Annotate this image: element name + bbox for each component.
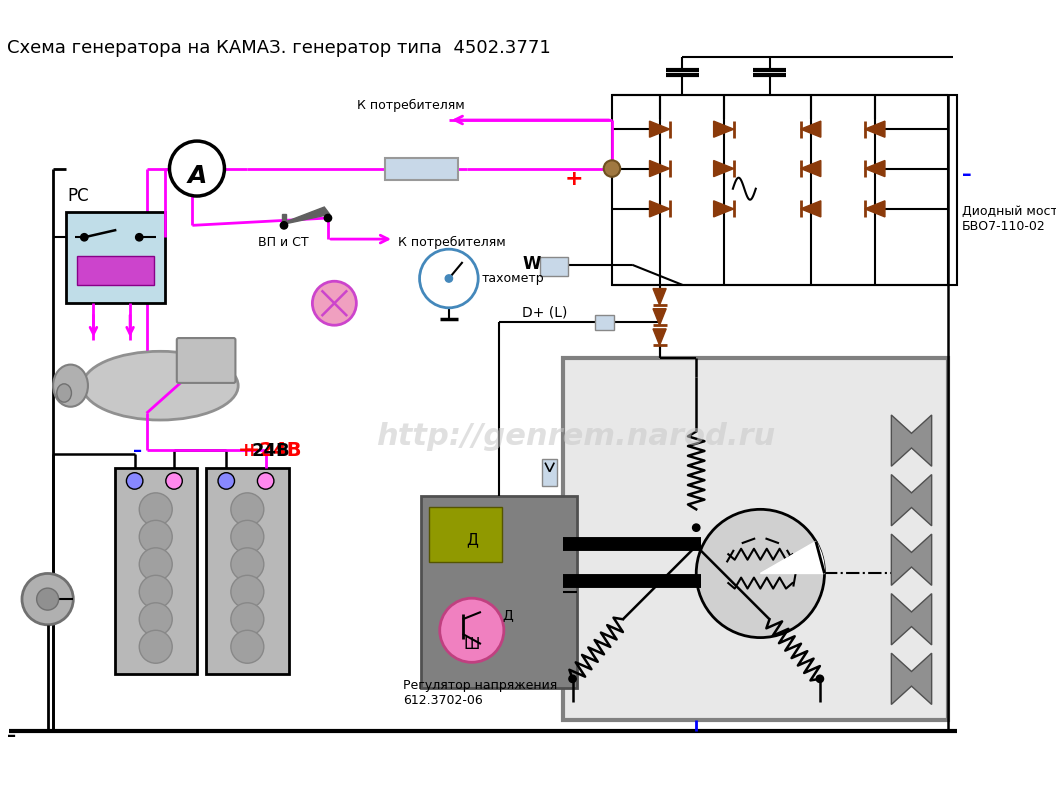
Text: Ш: Ш (464, 637, 479, 652)
Circle shape (169, 141, 225, 196)
FancyBboxPatch shape (541, 258, 568, 276)
Circle shape (139, 548, 172, 581)
Polygon shape (649, 121, 670, 138)
Text: К потребителям: К потребителям (357, 99, 465, 112)
Text: РС: РС (68, 186, 90, 204)
Polygon shape (891, 593, 931, 645)
Text: –: – (962, 164, 972, 184)
Circle shape (37, 588, 59, 610)
Circle shape (22, 574, 73, 625)
FancyBboxPatch shape (176, 338, 235, 383)
Polygon shape (800, 121, 821, 138)
Text: Схема генератора на КАМАЗ. генератор типа  4502.3771: Схема генератора на КАМАЗ. генератор тип… (7, 39, 551, 57)
Text: A: A (187, 164, 207, 188)
Text: Диодный мост
БВО7-110-02: Диодный мост БВО7-110-02 (962, 205, 1056, 233)
Circle shape (139, 575, 172, 608)
Polygon shape (714, 200, 734, 217)
Circle shape (231, 493, 264, 526)
Ellipse shape (82, 351, 239, 420)
Polygon shape (865, 160, 885, 177)
Circle shape (127, 472, 143, 489)
Wedge shape (760, 542, 825, 574)
FancyBboxPatch shape (611, 95, 958, 285)
Ellipse shape (57, 384, 72, 402)
Polygon shape (653, 329, 666, 345)
Circle shape (816, 675, 824, 682)
Text: Д: Д (502, 608, 513, 623)
FancyBboxPatch shape (429, 507, 502, 561)
Text: тахометр: тахометр (482, 272, 545, 285)
Circle shape (258, 472, 274, 489)
Circle shape (218, 472, 234, 489)
Polygon shape (649, 160, 670, 177)
Circle shape (604, 160, 620, 177)
Circle shape (135, 233, 143, 241)
FancyBboxPatch shape (543, 459, 557, 487)
Circle shape (166, 472, 183, 489)
FancyBboxPatch shape (421, 496, 578, 688)
Circle shape (231, 575, 264, 608)
Polygon shape (865, 121, 885, 138)
Text: D+ (L): D+ (L) (522, 306, 567, 320)
Circle shape (439, 598, 504, 663)
Polygon shape (800, 160, 821, 177)
Text: +24В: +24В (244, 441, 302, 461)
Text: ВП и СТ: ВП и СТ (259, 236, 309, 248)
Polygon shape (891, 415, 931, 466)
Text: Регулятор напряжения
612.3702-06: Регулятор напряжения 612.3702-06 (403, 679, 558, 707)
FancyBboxPatch shape (65, 211, 165, 303)
Polygon shape (891, 653, 931, 704)
Circle shape (139, 603, 172, 636)
Polygon shape (649, 200, 670, 217)
Circle shape (80, 233, 88, 241)
Circle shape (569, 675, 577, 682)
Text: –: – (133, 443, 142, 461)
Polygon shape (281, 207, 329, 223)
Circle shape (693, 524, 700, 531)
Circle shape (139, 493, 172, 526)
Circle shape (231, 520, 264, 553)
FancyBboxPatch shape (77, 255, 154, 285)
Polygon shape (653, 309, 666, 325)
Circle shape (139, 520, 172, 553)
Text: –: – (7, 727, 17, 745)
Circle shape (231, 630, 264, 663)
Circle shape (231, 548, 264, 581)
Text: http://genrem.narod.ru: http://genrem.narod.ru (376, 422, 775, 451)
Polygon shape (865, 200, 885, 217)
Polygon shape (891, 475, 931, 526)
Polygon shape (714, 160, 734, 177)
Text: К потребителям: К потребителям (398, 237, 506, 249)
FancyBboxPatch shape (206, 468, 288, 674)
Circle shape (324, 215, 332, 222)
Circle shape (313, 281, 356, 325)
Text: W: W (522, 255, 541, 274)
Text: +: + (239, 441, 254, 461)
Circle shape (139, 630, 172, 663)
FancyBboxPatch shape (564, 358, 948, 720)
FancyBboxPatch shape (282, 215, 286, 227)
Polygon shape (891, 534, 931, 586)
Circle shape (280, 222, 287, 229)
FancyBboxPatch shape (114, 468, 197, 674)
Polygon shape (800, 200, 821, 217)
Polygon shape (714, 121, 734, 138)
Circle shape (231, 603, 264, 636)
Circle shape (446, 275, 453, 282)
Text: 24В: 24В (252, 443, 290, 461)
FancyBboxPatch shape (596, 315, 614, 330)
Text: Д: Д (466, 532, 477, 547)
Text: +: + (564, 169, 583, 189)
Circle shape (419, 249, 478, 308)
Circle shape (696, 509, 825, 637)
Polygon shape (653, 288, 666, 305)
Ellipse shape (53, 365, 88, 406)
FancyBboxPatch shape (384, 157, 458, 179)
